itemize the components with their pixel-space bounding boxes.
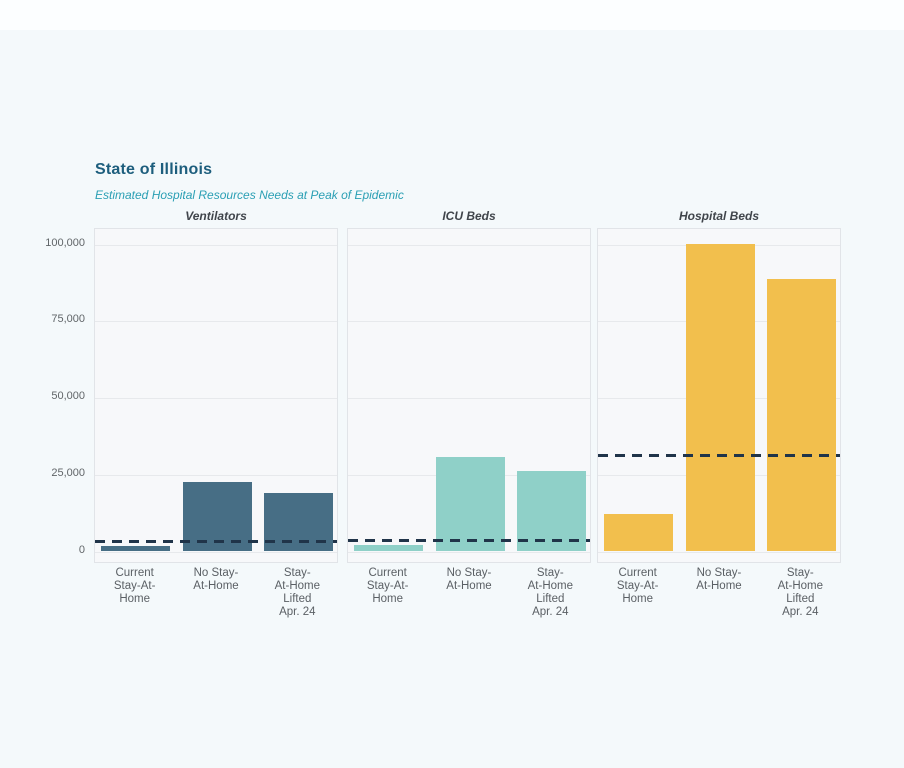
gridline [348,321,590,323]
facet-panel-hospital-beds [597,228,841,563]
bar-icu-beds-0 [354,545,424,552]
capacity-dashed-line-ventilators [95,539,337,543]
bar-icu-beds-2 [516,471,586,552]
facet-panel-ventilators [94,228,338,563]
chart-subtitle: Estimated Hospital Resources Needs at Pe… [95,188,404,202]
facet-title-hospital-beds: Hospital Beds [678,209,759,223]
facet-title-ventilators: Ventilators [185,209,247,223]
bar-hospital-beds-2 [766,279,836,552]
x-tick-label: Current Stay-At- Home [113,567,156,605]
x-tick-label: Current Stay-At- Home [366,567,409,605]
capacity-dashed-line-hospital-beds [598,453,840,457]
x-tick-label: No Stay- At-Home [193,567,239,592]
bar-hospital-beds-0 [604,514,674,552]
gridline [95,551,337,553]
x-tick-label: No Stay- At-Home [446,567,492,592]
facet-panel-icu-beds [347,228,591,563]
bar-ventilators-2 [263,493,333,552]
x-tick-label: Stay- At-Home Lifted Apr. 24 [527,567,573,618]
chart-title: State of Illinois [95,161,213,178]
facet-title-icu-beds: ICU Beds [442,209,496,223]
bar-hospital-beds-1 [685,243,755,552]
capacity-dashed-line-icu-beds [348,538,590,542]
y-tick-label: 100,000 [45,236,85,249]
top-strip [0,0,904,30]
gridline [95,474,337,476]
gridline [348,244,590,246]
x-tick-label: Current Stay-At- Home [616,567,659,605]
gridline [95,321,337,323]
y-tick-label: 50,000 [51,390,85,402]
bar-icu-beds-1 [435,457,505,552]
gridline [95,398,337,399]
y-tick-label: 75,000 [51,313,85,326]
x-tick-label: Stay- At-Home Lifted Apr. 24 [777,567,823,618]
gridline [348,398,590,399]
gridline [348,551,590,553]
bar-ventilators-0 [101,545,171,552]
x-tick-label: No Stay- At-Home [696,567,742,592]
x-tick-label: Stay- At-Home Lifted Apr. 24 [274,567,320,618]
y-tick-label: 0 [78,543,85,556]
gridline [598,551,840,553]
y-tick-label: 25,000 [51,466,85,479]
gridline [95,244,337,246]
